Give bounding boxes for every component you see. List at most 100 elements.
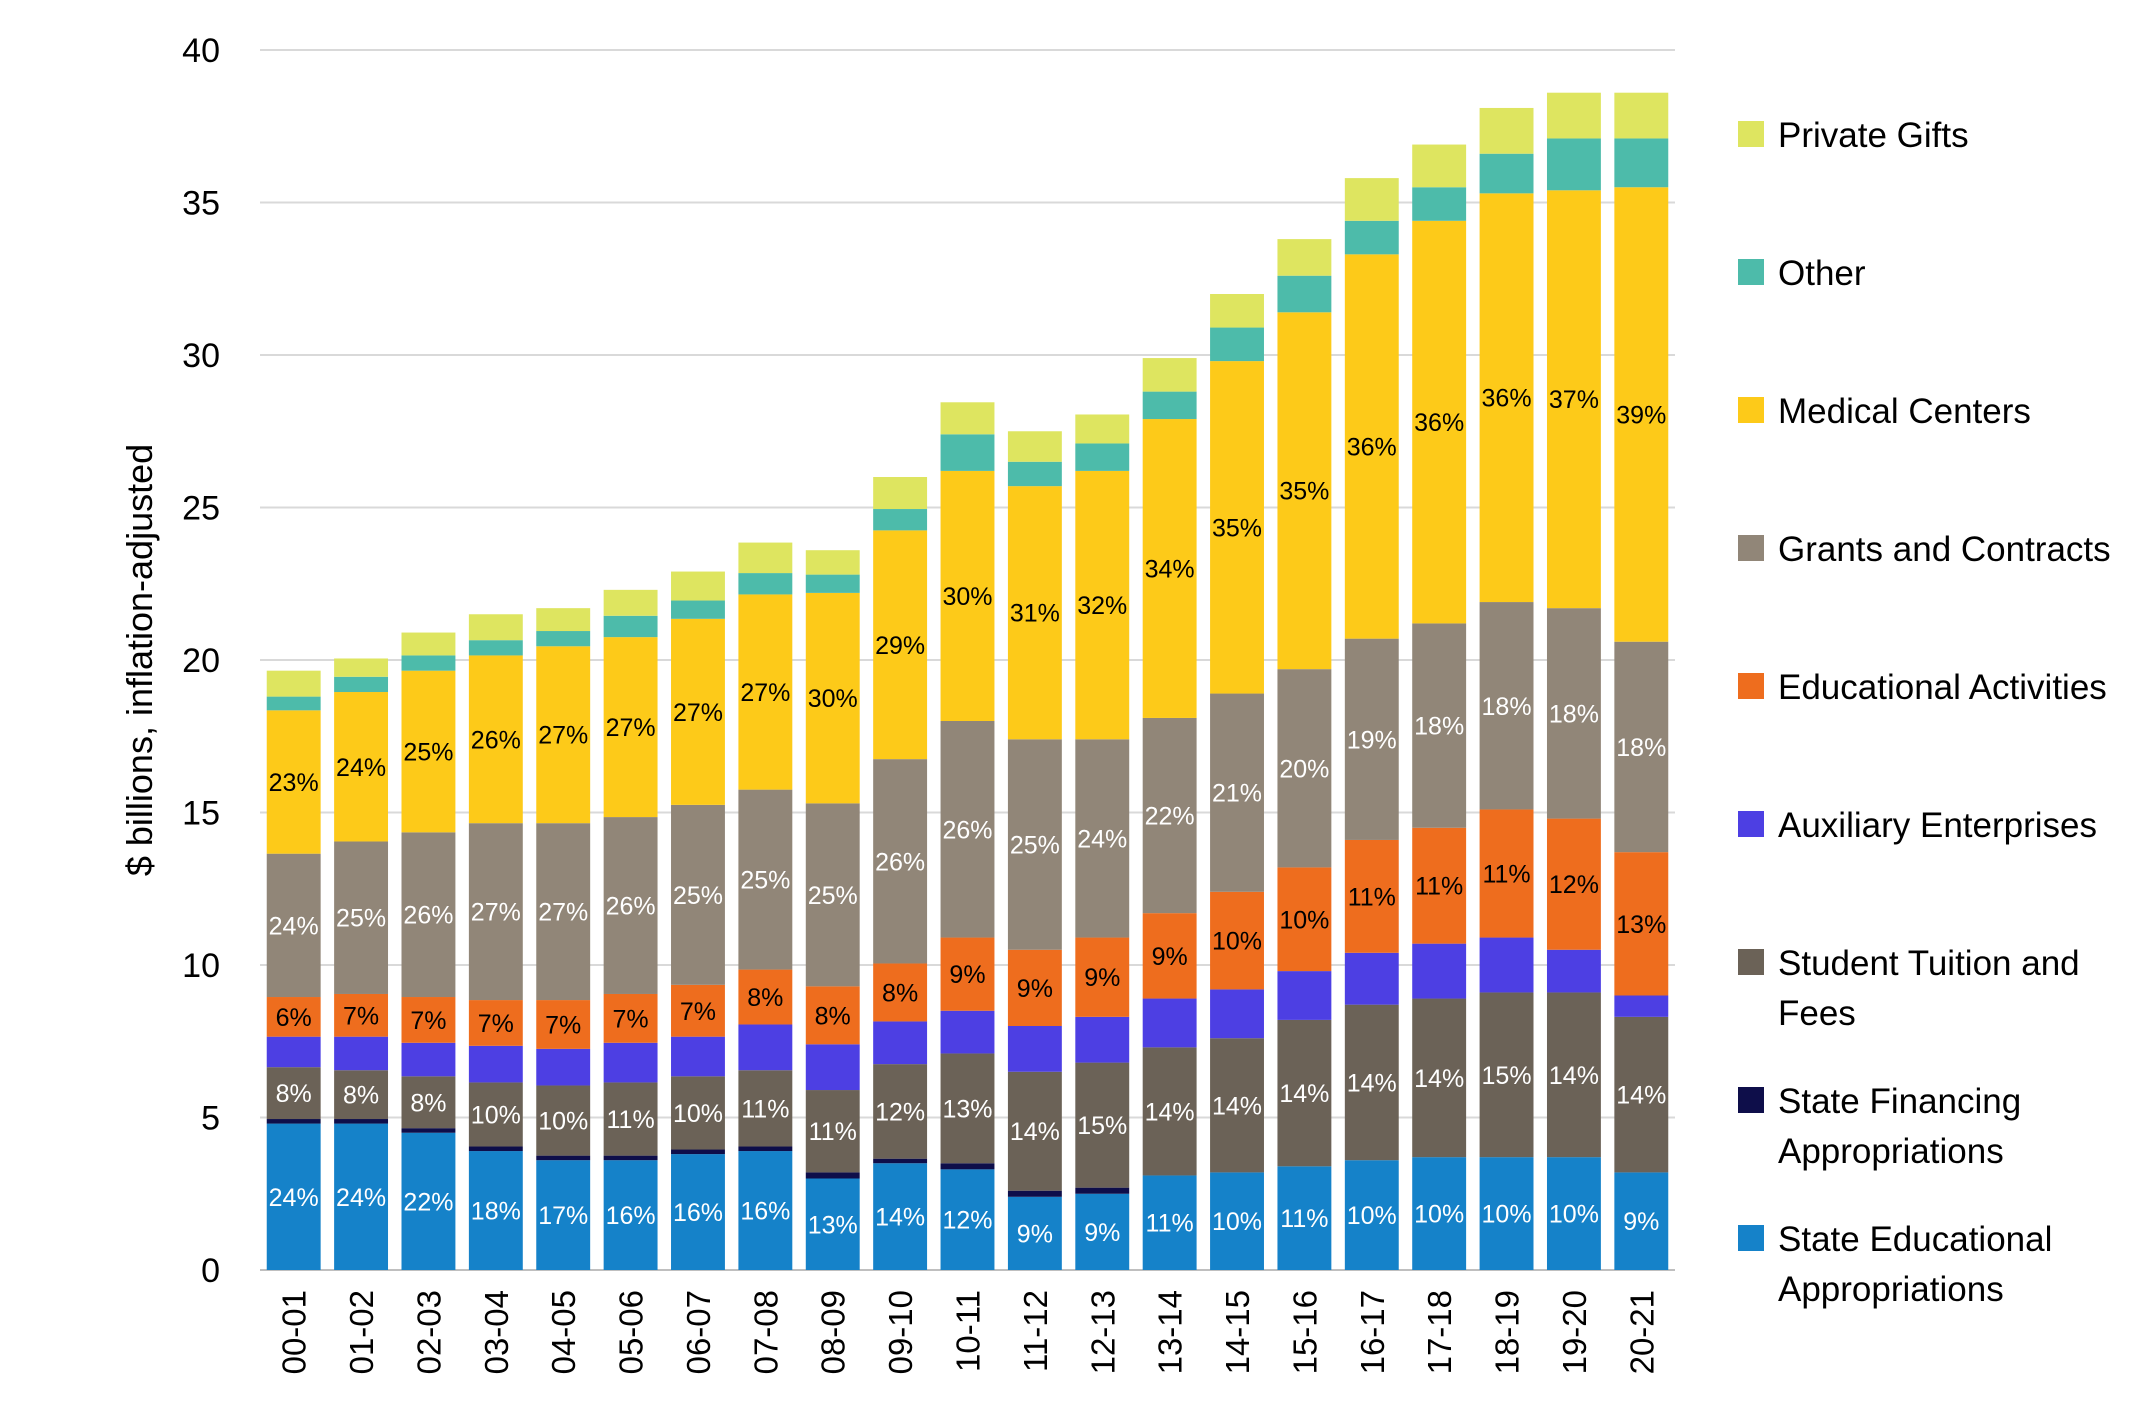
- legend-label: Medical Centers: [1778, 392, 2031, 431]
- data-label: 7%: [343, 1002, 379, 1030]
- data-label: 13%: [1616, 911, 1666, 939]
- x-tick-label: 10-11: [950, 1290, 987, 1372]
- data-label: 26%: [942, 816, 992, 844]
- bar-segment: [1479, 809, 1534, 938]
- bar-segment: [671, 571, 725, 601]
- bar-segment: [1614, 138, 1669, 188]
- data-label: 31%: [1010, 600, 1060, 628]
- bar-segment: [1142, 717, 1197, 914]
- x-tick-label: 14-15: [1219, 1290, 1256, 1374]
- data-label: 36%: [1347, 434, 1397, 462]
- bar-segment: [1479, 602, 1534, 810]
- bar-segment: [266, 1123, 321, 1270]
- bar-segment: [266, 710, 321, 854]
- bar-segment: [334, 993, 389, 1037]
- bar-segment: [671, 1036, 725, 1077]
- legend-label: Private Gifts: [1778, 116, 1969, 155]
- x-tick-label: 07-08: [747, 1290, 784, 1374]
- data-label: 9%: [1017, 975, 1053, 1003]
- bar-segment: [873, 530, 928, 760]
- bar-segment: [671, 1076, 725, 1150]
- x-tick-label: 06-07: [680, 1290, 717, 1374]
- bar-segment: [1007, 1071, 1062, 1191]
- bar-segment: [1412, 1157, 1467, 1270]
- bar-segment: [1479, 107, 1534, 154]
- data-label: 32%: [1077, 592, 1127, 620]
- data-label: 25%: [403, 739, 453, 767]
- x-tick-label: 08-09: [815, 1290, 852, 1374]
- bar-segment: [940, 1163, 995, 1170]
- bar-segment: [1344, 178, 1399, 221]
- bar-segment: [1007, 1196, 1062, 1270]
- x-tick-label: 09-10: [882, 1290, 919, 1374]
- data-label: 11%: [1280, 1205, 1328, 1233]
- legend-swatch: [1738, 811, 1764, 837]
- bar-segment: [1007, 1190, 1062, 1197]
- bar-segment: [738, 573, 793, 595]
- bar-segment: [536, 1085, 591, 1156]
- bar-segment: [603, 1160, 658, 1270]
- data-label: 10%: [673, 1100, 723, 1128]
- bar-segment: [468, 640, 523, 656]
- bar-segment: [1210, 361, 1264, 694]
- bar-segment: [1075, 414, 1130, 444]
- bar-segment: [738, 969, 793, 1025]
- bar-segment: [1277, 971, 1332, 1020]
- bar-segment: [805, 986, 860, 1045]
- data-label: 27%: [606, 714, 656, 742]
- bar-segment: [603, 637, 658, 818]
- x-tick-label: 01-02: [343, 1290, 380, 1374]
- data-label: 7%: [410, 1007, 446, 1035]
- bar-segment: [536, 608, 591, 632]
- bar-segment: [1546, 949, 1601, 993]
- bar-segment: [940, 402, 995, 435]
- data-label: 10%: [1482, 1201, 1532, 1229]
- bar-segment: [1007, 949, 1062, 1026]
- bar-segment: [671, 804, 725, 985]
- data-label: 14%: [1145, 1098, 1195, 1126]
- legend-swatch: [1738, 259, 1764, 285]
- bar-segment: [738, 1070, 793, 1147]
- data-label: 14%: [1414, 1065, 1464, 1093]
- bar-segment: [266, 853, 321, 998]
- data-label: 6%: [276, 1004, 312, 1032]
- y-tick-label: 25: [182, 490, 220, 528]
- data-label: 11%: [809, 1118, 857, 1146]
- y-tick-label: 10: [182, 947, 220, 985]
- data-label: 7%: [545, 1011, 581, 1039]
- bar-segment: [1007, 461, 1062, 487]
- bar-segment: [468, 1045, 523, 1083]
- bar-segment: [671, 1149, 725, 1155]
- bar-segment: [1075, 443, 1130, 471]
- bar-segment: [805, 803, 860, 987]
- bar-segment: [805, 592, 860, 804]
- bar-segment: [1142, 1047, 1197, 1176]
- data-label: 13%: [808, 1211, 858, 1239]
- data-label: 9%: [1084, 964, 1120, 992]
- legend-label: Appropriations: [1778, 1132, 2004, 1171]
- bar-segment: [334, 658, 389, 677]
- legend-swatch: [1738, 535, 1764, 561]
- bar-segment: [738, 542, 793, 574]
- data-label: 36%: [1482, 385, 1532, 413]
- data-label: 26%: [403, 902, 453, 930]
- bar-segment: [266, 997, 321, 1037]
- bar-segment: [468, 655, 523, 824]
- data-label: 25%: [740, 867, 790, 895]
- data-label: 16%: [606, 1202, 656, 1230]
- bar-segment: [536, 1000, 591, 1049]
- bar-segment: [1614, 1172, 1669, 1270]
- data-label: 12%: [942, 1207, 992, 1235]
- bar-segment: [805, 1090, 860, 1173]
- data-label: 18%: [1482, 693, 1532, 721]
- legend-label: Appropriations: [1778, 1270, 2004, 1309]
- bar-segment: [468, 614, 523, 641]
- bar-segment: [1277, 1019, 1332, 1167]
- bar-segment: [334, 676, 389, 693]
- bar-segment: [738, 789, 793, 970]
- data-label: 24%: [1077, 825, 1127, 853]
- bar-segment: [536, 1155, 591, 1161]
- data-label: 10%: [538, 1108, 588, 1136]
- x-tick-label: 13-14: [1152, 1290, 1189, 1374]
- data-label: 14%: [1279, 1080, 1329, 1108]
